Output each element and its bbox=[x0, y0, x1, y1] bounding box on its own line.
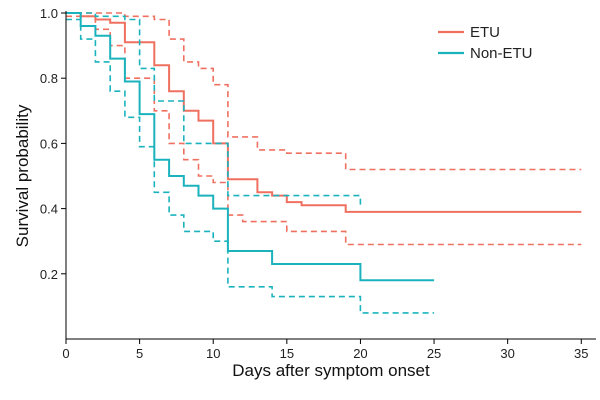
y-tick-label: 0.4 bbox=[40, 202, 58, 217]
etu-ci-upper-line bbox=[66, 12, 582, 171]
y-ticks: 0.2 0.4 0.6 0.8 1.0 bbox=[40, 6, 66, 282]
legend-label-non-etu: Non-ETU bbox=[470, 45, 533, 62]
x-tick-label: 20 bbox=[353, 346, 367, 361]
x-ticks: 0 5 10 15 20 25 30 35 bbox=[62, 339, 589, 361]
y-tick-label: 1.0 bbox=[40, 6, 58, 21]
x-tick-label: 10 bbox=[206, 346, 220, 361]
etu-ci-lower-line bbox=[66, 15, 582, 246]
x-tick-label: 35 bbox=[574, 346, 588, 361]
legend: ETU Non-ETU bbox=[438, 24, 533, 62]
non-etu-ci-upper-line bbox=[66, 12, 362, 209]
y-tick-label: 0.6 bbox=[40, 136, 58, 151]
x-axis-title: Days after symptom onset bbox=[232, 361, 430, 380]
x-tick-label: 30 bbox=[500, 346, 514, 361]
plot-lines bbox=[66, 12, 582, 314]
legend-label-etu: ETU bbox=[470, 24, 500, 41]
x-tick-label: 5 bbox=[136, 346, 143, 361]
x-tick-label: 15 bbox=[280, 346, 294, 361]
y-tick-label: 0.8 bbox=[40, 71, 58, 86]
y-tick-label: 0.2 bbox=[40, 267, 58, 282]
etu-survival-line bbox=[66, 12, 582, 213]
non-etu-ci-lower-line bbox=[66, 18, 435, 314]
x-tick-label: 0 bbox=[62, 346, 69, 361]
y-axis-title: Survival probability bbox=[13, 104, 32, 247]
non-etu-survival-line bbox=[66, 12, 435, 282]
x-tick-label: 25 bbox=[427, 346, 441, 361]
